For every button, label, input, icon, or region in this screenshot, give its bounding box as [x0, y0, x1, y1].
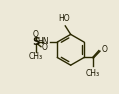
Text: CH₃: CH₃ [86, 69, 100, 78]
Text: CH₃: CH₃ [28, 52, 43, 61]
Text: O: O [101, 45, 107, 53]
Text: O: O [42, 43, 48, 52]
Text: S: S [32, 38, 39, 47]
Text: HN: HN [37, 37, 49, 46]
Text: HO: HO [59, 14, 70, 23]
Text: O: O [33, 30, 38, 39]
